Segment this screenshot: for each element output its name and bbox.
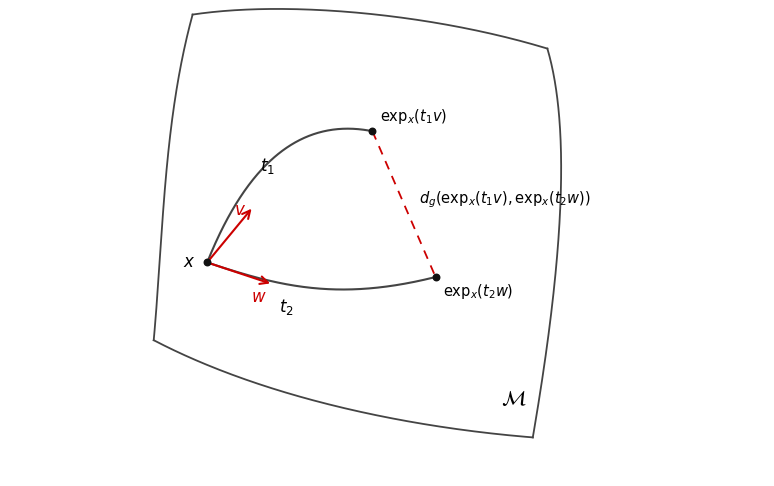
- Text: $v$: $v$: [234, 202, 246, 219]
- Text: $\mathrm{exp}_x(t_1v)$: $\mathrm{exp}_x(t_1v)$: [380, 107, 447, 126]
- Text: $\mathrm{exp}_x(t_2w)$: $\mathrm{exp}_x(t_2w)$: [443, 282, 513, 301]
- Text: $t_1$: $t_1$: [260, 156, 275, 176]
- Point: [366, 127, 378, 135]
- Point: [430, 273, 442, 281]
- Text: $w$: $w$: [251, 289, 266, 306]
- Text: $d_g(\mathrm{exp}_x(t_1v), \mathrm{exp}_x(t_2w))$: $d_g(\mathrm{exp}_x(t_1v), \mathrm{exp}_…: [419, 189, 591, 209]
- Point: [201, 259, 214, 266]
- Text: $\mathcal{M}$: $\mathcal{M}$: [501, 388, 526, 409]
- Text: $t_2$: $t_2$: [279, 297, 294, 317]
- Text: $x$: $x$: [183, 254, 195, 271]
